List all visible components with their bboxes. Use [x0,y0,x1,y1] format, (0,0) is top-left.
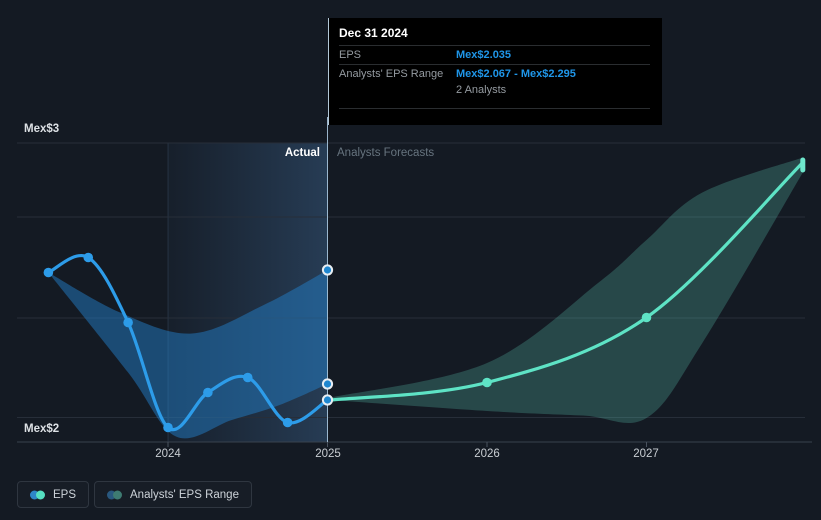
eps-chart-canvas [17,117,812,447]
legend-eps-label: EPS [53,488,77,501]
tooltip-eps-row: EPS Mex$2.035 [339,45,650,64]
tooltip-eps-value: Mex$2.035 [456,49,512,61]
x-tick-2024: 2024 [155,448,181,460]
eps-series-icon [30,490,45,499]
x-tick-2027: 2027 [633,448,659,460]
tooltip-footer-divider [339,108,650,116]
tooltip-eps-label: EPS [339,49,362,61]
chart-legend: EPS Analysts' EPS Range [17,481,252,508]
legend-toggle-eps[interactable]: EPS [17,481,90,508]
tooltip-range-label: Analysts' EPS Range [339,68,444,80]
zone-label-actual: Actual [284,147,320,159]
chart-tooltip: Dec 31 2024 EPS Mex$2.035 Analysts' EPS … [328,18,662,125]
legend-toggle-analysts-range[interactable]: Analysts' EPS Range [94,481,252,508]
y-axis-label-bottom: Mex$2 [24,423,60,435]
x-tick-2026: 2026 [474,448,500,460]
tooltip-date: Dec 31 2024 [339,26,408,40]
tooltip-analysts-count: 2 Analysts [456,84,507,96]
zone-label-forecasts: Analysts Forecasts [337,147,435,159]
y-axis-label-top: Mex$3 [24,123,60,135]
analysts-range-series-icon [107,490,123,499]
tooltip-range-row: Analysts' EPS Range Mex$2.067 - Mex$2.29… [339,64,650,83]
tooltip-range-value: Mex$2.067 - Mex$2.295 [456,68,576,80]
legend-range-label: Analysts' EPS Range [130,488,239,501]
x-tick-2025: 2025 [315,448,341,460]
